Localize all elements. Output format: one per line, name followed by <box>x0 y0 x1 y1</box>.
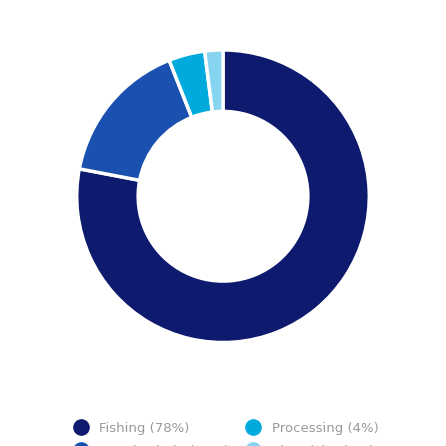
Wedge shape <box>77 50 369 343</box>
Wedge shape <box>169 51 212 117</box>
Wedge shape <box>79 60 192 180</box>
Wedge shape <box>205 50 223 112</box>
Legend: Fishing (78%), Supply chain (16%), Processing (4%), Electricity (2%): Fishing (78%), Supply chain (16%), Proce… <box>61 415 385 446</box>
